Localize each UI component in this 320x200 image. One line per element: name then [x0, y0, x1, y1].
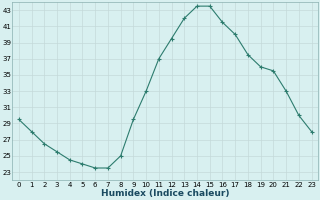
X-axis label: Humidex (Indice chaleur): Humidex (Indice chaleur): [101, 189, 229, 198]
